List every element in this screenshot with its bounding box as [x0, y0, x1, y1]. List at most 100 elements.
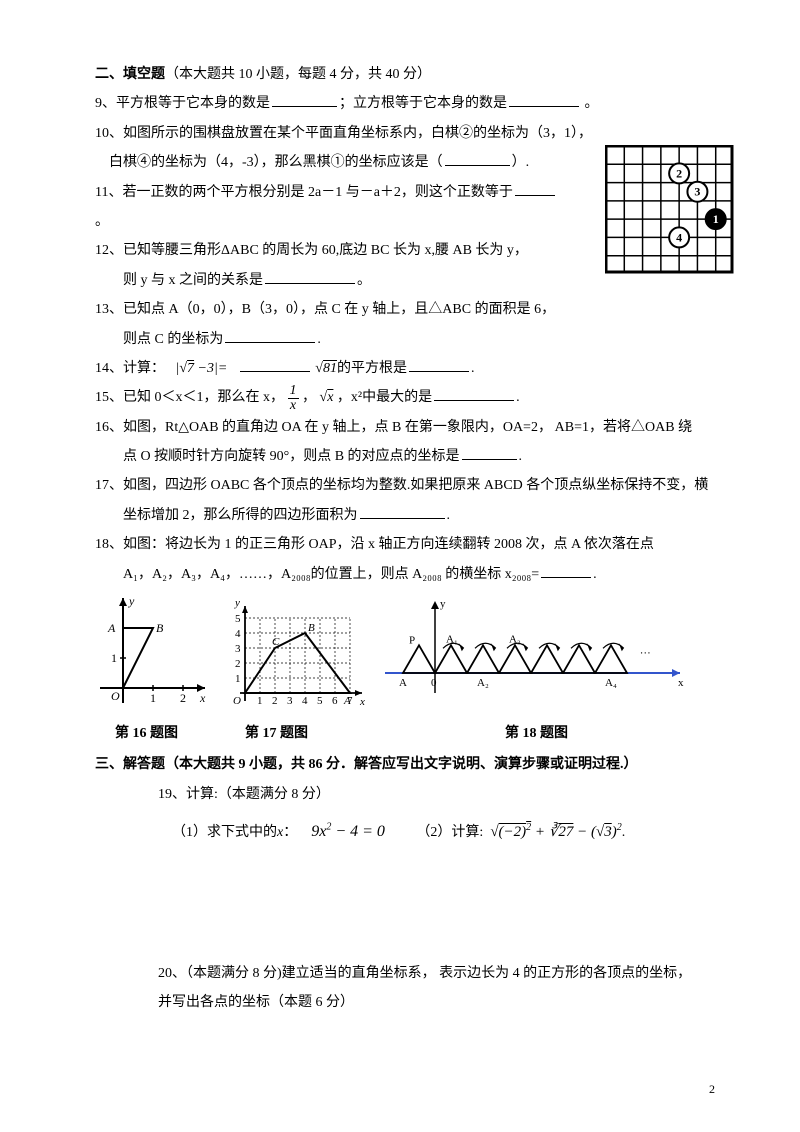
q12-blank [265, 270, 355, 284]
fig-16: 121ABOxy [95, 593, 210, 713]
svg-text:1: 1 [257, 695, 263, 707]
q15-comma: ， [302, 390, 316, 405]
svg-text:2: 2 [272, 695, 278, 707]
q14-blank-2 [409, 358, 469, 372]
q19-p1-eq: 9x2 − 4 = 0 [311, 823, 385, 840]
q18-line2a: A₁，A₂，A₃，A₄，……，A₂₀₀₈的位置上，则点 A₂₀₀₈ 的横坐标 x… [123, 567, 539, 582]
q19-p1-colon: ： [283, 825, 297, 840]
q11-text-a: 11、若一正数的两个平方根分别是 2a－1 与－a＋2，则这个正数等于 [95, 185, 513, 200]
q18-line1: 18、如图：将边长为 1 的正三角形 OAP，沿 x 轴正方向连续翻转 2008… [95, 530, 715, 559]
q18-line2: A₁，A₂，A₃，A₄，……，A₂₀₀₈的位置上，则点 A₂₀₀₈ 的横坐标 x… [95, 560, 715, 589]
q14-abs: |√7 −3|= [176, 361, 228, 376]
section-2-subtitle: （本大题共 10 小题，每题 4 分，共 40 分） [165, 67, 431, 82]
q19-parts: （1）求下式中的x： 9x2 − 4 = 0 （2）计算: √(−2)2 + ∛… [95, 815, 715, 849]
svg-text:C: C [272, 636, 280, 648]
q9-blank-2 [509, 93, 579, 107]
q13-blank [225, 329, 315, 343]
q9-text-b: ；立方根等于它本身的数是 [339, 96, 507, 111]
q16-line2a: 点 O 按顺时针方向旋转 90°，则点 B 的对应点的坐标是 [123, 449, 460, 464]
q16-blank [462, 446, 517, 460]
q19-p1-label: （1）求下式中的 [172, 825, 277, 840]
svg-text:5: 5 [317, 695, 323, 707]
go-board: 231 4 [605, 145, 735, 275]
section-2-title: 二、填空题 [95, 67, 165, 82]
svg-text:x: x [678, 677, 684, 689]
q14: 14、计算： |√7 −3|= √81的平方根是. [95, 354, 715, 383]
q20-line1: 20、（本题满分 8 分)建立适当的直角坐标系， 表示边长为 4 的正方形的各顶… [95, 959, 715, 988]
svg-text:1: 1 [150, 691, 156, 705]
svg-text:2: 2 [180, 691, 186, 705]
svg-text:x: x [359, 696, 365, 708]
q15-sqrtx: √x [320, 390, 334, 405]
q12-line2a: 则 y 与 x 之间的关系是 [123, 273, 263, 288]
svg-text:y: y [440, 598, 446, 610]
q14-text-a: 14、计算： [95, 361, 165, 376]
q19-p2-eq: √(−2)2 + ∛27 − (√3)2 [490, 824, 621, 840]
q9-text-c: 。 [585, 96, 599, 111]
q11-blank [515, 182, 555, 196]
svg-text:y: y [128, 594, 135, 608]
svg-text:A: A [343, 695, 351, 707]
section-2-header: 二、填空题（本大题共 10 小题，每题 4 分，共 40 分） [95, 60, 715, 89]
fig-17: 123456712345OxyCBA [225, 593, 365, 713]
section-3-header: 三、解答题（本大题共 9 小题，共 86 分．解答应写出文字说明、演算步骤或证明… [95, 750, 715, 779]
q10-blank [445, 152, 510, 166]
svg-text:3: 3 [287, 695, 293, 707]
svg-text:3: 3 [694, 185, 700, 199]
svg-text:1: 1 [713, 212, 719, 226]
q15-frac: 1x [288, 384, 299, 413]
svg-text:A: A [107, 621, 116, 635]
q15-text-c: . [516, 390, 520, 405]
q10-line1: 10、如图所示的围棋盘放置在某个平面直角坐标系内，白棋②的坐标为（3，1）， [95, 119, 715, 148]
q15-text-a: 15、已知 0＜x＜1，那么在 x， [95, 390, 284, 405]
svg-text:4: 4 [302, 695, 308, 707]
q9-text-a: 9、平方根等于它本身的数是 [95, 96, 270, 111]
svg-text:A₃: A₃ [509, 633, 521, 645]
section-3-title: 三、解答题 [95, 757, 165, 772]
svg-text:O: O [233, 695, 241, 707]
svg-text:B: B [156, 621, 164, 635]
svg-text:1: 1 [235, 673, 241, 685]
svg-text:0: 0 [431, 677, 437, 689]
q12-line2b: 。 [357, 273, 371, 288]
svg-text:…: … [640, 644, 651, 656]
q18-blank [541, 564, 591, 578]
q9: 9、平方根等于它本身的数是 ；立方根等于它本身的数是 。 [95, 89, 715, 118]
fig-18: … P A₁ A₃ A 0 A₂ A₄ x y [380, 593, 690, 703]
svg-text:A₂: A₂ [477, 677, 489, 689]
figures-row: 121ABOxy 123456712345OxyCBA …PA₁A₃A0A₂A₄… [95, 593, 715, 713]
svg-text:A₄: A₄ [605, 677, 617, 689]
svg-text:2: 2 [676, 166, 682, 180]
q13-line1: 13、已知点 A（0，0），B（3，0），点 C 在 y 轴上，且△ABC 的面… [95, 295, 715, 324]
q16-line1: 16、如图，Rt△OAB 的直角边 OA 在 y 轴上，点 B 在第一象限内，O… [95, 413, 715, 442]
q13-line2b: . [317, 332, 321, 347]
q9-blank-1 [272, 93, 337, 107]
q16-line2b: . [519, 449, 523, 464]
q14-blank-1 [240, 358, 310, 372]
q14-text-d: . [471, 361, 475, 376]
section-3-subtitle: （本大题共 9 小题，共 86 分．解答应写出文字说明、演算步骤或证明过程.） [165, 757, 638, 772]
svg-text:A₁: A₁ [446, 633, 458, 645]
q19-p2-label: （2）计算: [416, 825, 483, 840]
q15-text-b: ，x²中最大的是 [337, 390, 432, 405]
q17-line2b: . [447, 508, 451, 523]
fig-17-one-label: 第 17 题图 [220, 719, 375, 748]
q19-header: 19、计算:（本题满分 8 分） [95, 780, 715, 809]
svg-text:O: O [111, 689, 120, 703]
svg-text:P: P [409, 634, 415, 646]
svg-text:A: A [399, 677, 407, 689]
q14-text-c: 的平方根是 [337, 361, 407, 376]
svg-text:B: B [308, 622, 315, 634]
q18-line2b: . [593, 567, 597, 582]
figure-labels-row: 第 16 题图 第 17 题图 第 18 题图 [95, 719, 715, 748]
svg-text:4: 4 [676, 230, 682, 244]
svg-text:2: 2 [235, 658, 241, 670]
svg-text:x: x [199, 691, 206, 705]
q14-sqrt81: √81 [315, 361, 337, 376]
svg-text:4: 4 [235, 628, 241, 640]
q15: 15、已知 0＜x＜1，那么在 x， 1x ， √x ，x²中最大的是. [95, 383, 715, 412]
svg-text:5: 5 [235, 613, 241, 625]
fig-16-label: 第 16 题图 [95, 719, 220, 748]
svg-text:6: 6 [332, 695, 338, 707]
q16-line2: 点 O 按顺时针方向旋转 90°，则点 B 的对应点的坐标是. [95, 442, 715, 471]
